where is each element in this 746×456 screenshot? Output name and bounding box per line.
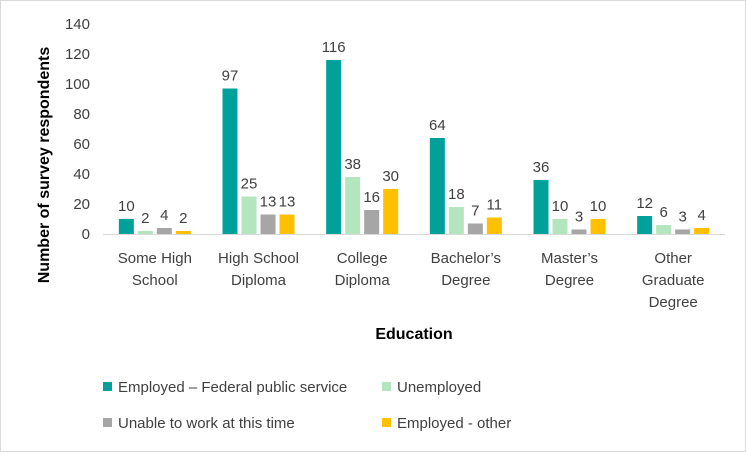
y-tick-label: 80 [73,106,90,123]
bar [222,88,238,234]
bar [552,219,568,234]
data-label: 13 [260,194,277,211]
data-label: 4 [697,207,705,224]
bar [429,138,445,234]
bar [486,217,502,234]
data-label: 10 [118,198,135,215]
legend-label: Unable to work at this time [118,415,295,432]
data-label: 3 [678,209,686,226]
y-tick-label: 20 [73,196,90,213]
data-label: 13 [279,194,296,211]
bar [118,219,134,234]
y-tick-label: 120 [65,46,90,63]
bar [326,60,342,234]
data-label: 10 [590,198,607,215]
y-axis-title: Number of survey respondents [36,47,53,284]
bar [656,225,672,234]
data-label: 16 [363,189,380,206]
bar [175,231,191,234]
bar-groups [118,60,710,234]
bar [156,228,172,234]
bar [694,228,710,234]
data-label: 3 [575,209,583,226]
y-tick-label: 0 [82,226,90,243]
legend-label: Employed – Federal public service [118,379,347,396]
data-label: 18 [448,186,465,203]
bar [383,189,399,234]
bar [364,210,380,234]
bar [571,229,587,234]
category-label: Other Graduate Degree [642,250,705,311]
category-label: Master’s Degree [541,250,598,289]
legend-swatch [382,382,391,391]
legend-swatch [103,418,112,427]
data-label: 36 [533,159,550,176]
legend-swatch [382,418,391,427]
y-tick-label: 40 [73,166,90,183]
category-label: Some High School [118,250,192,289]
bar [260,214,276,234]
data-label: 116 [322,39,346,56]
data-label: 38 [344,156,361,173]
bar [241,196,257,234]
bar [137,231,153,234]
legend-label: Employed - other [397,415,511,432]
legend-swatch [103,382,112,391]
y-tick-label: 100 [65,76,90,93]
bar [345,177,361,234]
bar [637,216,653,234]
data-label: 10 [552,198,569,215]
bar [675,229,691,234]
legend: Employed – Federal public service Unemplo… [103,379,511,432]
x-axis-categories: Some High School High School Diploma College… [118,250,705,311]
data-label: 2 [179,210,187,227]
bar [533,180,549,234]
data-label: 30 [382,168,399,185]
data-label: 25 [241,176,258,193]
y-tick-label: 60 [73,136,90,153]
data-label: 6 [659,204,667,221]
bar [590,219,606,234]
bar [279,214,295,234]
data-label: 7 [471,203,479,220]
data-label: 11 [487,197,503,214]
data-label: 64 [429,117,446,134]
category-label: College Diploma [335,250,391,289]
y-axis-ticks: 0 20 40 60 80 100 120 140 [65,16,90,243]
x-axis-title: Education [375,326,452,343]
category-label: High School Diploma [218,250,299,289]
y-tick-label: 140 [65,16,90,33]
bar [448,207,464,234]
data-label: 2 [141,210,149,227]
category-label: Bachelor’s Degree [431,250,501,289]
bar [467,223,483,234]
data-label: 97 [222,68,239,85]
data-label: 4 [160,207,168,224]
data-label: 12 [636,195,653,212]
legend-label: Unemployed [397,379,481,396]
